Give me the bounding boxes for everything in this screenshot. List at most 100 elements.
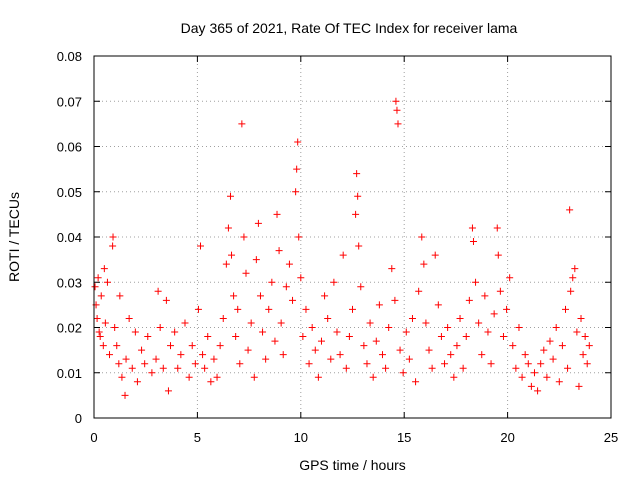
data-point [148,369,156,377]
x-tick-label: 10 [294,430,308,445]
data-point [122,355,130,363]
y-tick-label: 0.04 [57,230,82,245]
grid [94,56,611,418]
data-point [472,278,480,286]
data-point [299,333,307,341]
data-point [247,319,255,327]
data-point [336,351,344,359]
data-point [228,251,236,259]
data-point [566,206,574,214]
data-point [478,351,486,359]
y-tick-label: 0.03 [57,275,82,290]
y-tick-label: 0.06 [57,140,82,155]
data-point [490,310,498,318]
data-point [116,292,124,300]
data-point [534,387,542,395]
data-point [154,287,162,295]
data-point [324,314,332,322]
data-point [259,328,267,336]
data-point [106,351,114,359]
data-point [415,287,423,295]
data-point [188,342,196,350]
data-point [194,305,202,313]
data-point [469,238,477,246]
data-point [437,333,445,341]
data-point [109,242,117,250]
data-point [93,314,101,322]
x-axis-label: GPS time / hours [299,457,406,473]
data-point [294,138,302,146]
data-point [138,346,146,354]
data-point [585,342,593,350]
data-point [262,355,270,363]
y-tick-label: 0.07 [57,94,82,109]
data-point [487,360,495,368]
data-point [360,342,368,350]
data-point [273,210,281,218]
data-point [375,301,383,309]
y-tick-label: 0.01 [57,366,82,381]
data-point [297,274,305,282]
x-tick-label: 5 [194,430,201,445]
plot-frame [93,55,612,419]
data-point [339,251,347,259]
data-point [282,283,290,291]
data-point [579,351,587,359]
data-point [412,378,420,386]
data-point [295,233,303,241]
data-point [524,360,532,368]
data-point [422,319,430,327]
data-point [292,188,300,196]
data-point [357,283,365,291]
y-axis-label: ROTI / TECUs [6,192,22,282]
data-point [254,219,262,227]
data-point [199,351,207,359]
data-point [224,224,232,232]
data-point [330,278,338,286]
x-tick-label: 25 [604,430,618,445]
data-point [527,382,535,390]
data-point [91,283,99,291]
data-point [372,337,380,345]
data-point [164,387,172,395]
data-point [494,251,502,259]
data-point [327,355,335,363]
data-point [540,346,548,354]
data-point [345,333,353,341]
data-point [363,360,371,368]
data-point [210,355,218,363]
data-point [484,328,492,336]
data-point [394,120,402,128]
data-point [499,333,507,341]
data-point [349,305,356,313]
data-point [583,360,591,368]
data-point [333,328,341,336]
data-point [530,369,538,377]
data-point [238,120,246,128]
data-point [308,324,316,331]
data-point [216,342,224,350]
data-point [96,333,104,341]
data-point [275,247,283,255]
data-point [552,324,560,331]
data-point [133,378,141,386]
y-tick-label: 0.05 [57,185,82,200]
data-point [321,292,329,300]
data-point [503,305,511,313]
data-point [354,192,362,200]
data-point [162,296,170,304]
data-point [317,337,325,345]
data-point [558,342,566,350]
data-point [509,342,517,350]
data-point [167,342,175,350]
data-point [392,97,400,105]
data-point [537,360,545,368]
data-point [94,274,102,282]
data-point [285,260,293,268]
data-point [355,242,363,250]
data-point [156,324,164,331]
data-point [97,292,105,300]
data-point [197,242,205,250]
data-point [204,333,212,341]
